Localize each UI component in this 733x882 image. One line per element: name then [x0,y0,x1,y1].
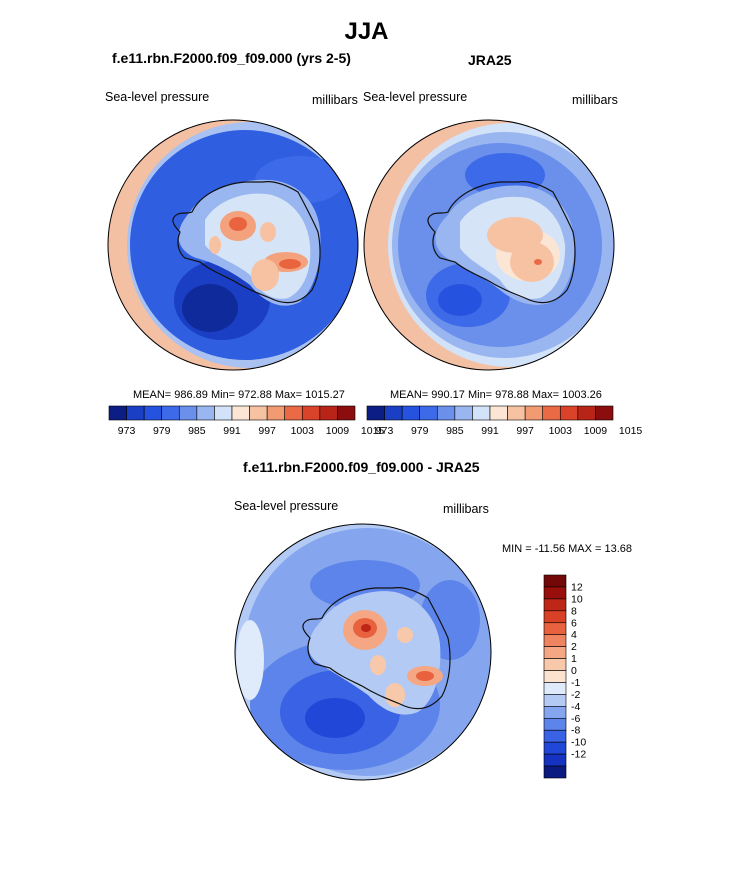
colorbar-box [284,405,303,421]
colorbar-box [454,405,473,421]
colorbar-box [543,574,567,588]
colorbar-box [384,405,403,421]
colorbar-box [543,670,567,683]
colorbar-box [543,706,567,719]
colorbar-tick-label: 0 [571,665,577,677]
colorbar-tick-label: 1009 [326,425,350,437]
right-colorbar: 973 979 985 991 997 1003 1009 1015 [366,405,643,437]
colorbar-box [249,405,268,421]
colorbar-box [524,405,544,421]
colorbar-tick-label: 1009 [584,425,608,437]
left-variable-label: Sea-level pressure [105,90,210,104]
diff-map-border [234,523,492,781]
colorbar-tick-label: 973 [376,425,394,437]
colorbar-tick-label: 979 [153,425,171,437]
colorbar-tick-label: 991 [481,425,499,437]
colorbar-tick-label: 997 [516,425,534,437]
colorbar-box [319,405,338,421]
colorbar-tick-label: 10 [571,593,583,605]
colorbar-box [543,717,567,731]
colorbar-box [543,694,567,707]
diff-variable-label: Sea-level pressure [234,499,339,513]
colorbar-box [472,405,491,421]
colorbar-box [337,405,356,421]
colorbar-box [543,610,567,624]
colorbar-box [231,405,250,421]
colorbar-box [543,741,567,755]
colorbar-tick-label: 1 [571,653,577,665]
colorbar-box [543,634,567,647]
colorbar-box [543,586,567,600]
colorbar-box [543,682,567,695]
colorbar-box [543,765,567,779]
colorbar-tick-label: 991 [223,425,241,437]
left-colorbar: 973 979 985 991 997 1003 1009 1015 [108,405,385,437]
colorbar-tick-label: 6 [571,617,577,629]
left-map [108,120,358,370]
colorbar-box [266,405,286,421]
colorbar-tick-label: 4 [571,629,577,641]
colorbar-box [559,405,579,421]
colorbar-tick-label: -12 [571,749,586,761]
colorbar-box [366,405,385,421]
colorbar-box [543,646,567,659]
figure-title: JJA [344,18,389,45]
colorbar-tick-label: 8 [571,605,577,617]
colorbar-box [507,405,526,421]
diff-map [235,524,491,780]
colorbar-tick-label: -6 [571,713,580,725]
colorbar-tick-label: 985 [188,425,206,437]
colorbar-box [108,405,127,421]
colorbar-tick-label: -2 [571,689,580,701]
colorbar-box [543,622,567,636]
colorbar-box [543,658,567,671]
colorbar-tick-label: -4 [571,701,580,713]
colorbar-box [543,753,567,767]
colorbar-box [595,405,614,421]
colorbar-tick-label: 12 [571,581,583,593]
colorbar-box [214,405,233,421]
colorbar-tick-label: 2 [571,641,577,653]
colorbar-tick-label: -8 [571,725,580,737]
right-map [364,120,614,370]
colorbar-tick-label: 997 [258,425,276,437]
colorbar-box [161,405,180,421]
colorbar-box [542,405,561,421]
colorbar-box [419,405,438,421]
colorbar-box [489,405,508,421]
colorbar-box [543,729,567,743]
colorbar-tick-label: 1003 [291,425,315,437]
right-variable-label: Sea-level pressure [363,90,468,104]
colorbar-tick-label: 1015 [619,425,643,437]
colorbar-tick-label: 985 [446,425,464,437]
colorbar-box [126,405,145,421]
left-panel-title: f.e11.rbn.F2000.f09_f09.000 (yrs 2-5) [112,50,351,66]
colorbar-tick-label: 1015 [361,425,385,437]
right-stats: MEAN= 990.17 Min= 978.88 Max= 1003.26 [390,389,602,401]
colorbar-tick-label: 973 [118,425,136,437]
colorbar-tick-label: 1003 [549,425,573,437]
colorbar-tick-label: 979 [411,425,429,437]
right-units-label: millibars [572,93,618,107]
diff-units-label: millibars [443,502,489,516]
colorbar-box [143,405,163,421]
right-map-border [363,119,615,371]
colorbar-box [196,405,215,421]
colorbar-tick-label: -1 [571,677,580,689]
right-panel-title: JRA25 [468,52,512,68]
colorbar-box [401,405,421,421]
diff-stats: MIN = -11.56 MAX = 13.68 [502,543,633,555]
colorbar-box [178,405,198,421]
left-units-label: millibars [312,93,358,107]
colorbar-tick-label: -10 [571,737,586,749]
diff-panel-title: f.e11.rbn.F2000.f09_f09.000 - JRA25 [243,459,480,475]
left-map-border [107,119,359,371]
colorbar-box [577,405,596,421]
left-stats: MEAN= 986.89 Min= 972.88 Max= 1015.27 [133,389,345,401]
colorbar-box [301,405,321,421]
colorbar-box [543,598,567,612]
colorbar-box [436,405,456,421]
